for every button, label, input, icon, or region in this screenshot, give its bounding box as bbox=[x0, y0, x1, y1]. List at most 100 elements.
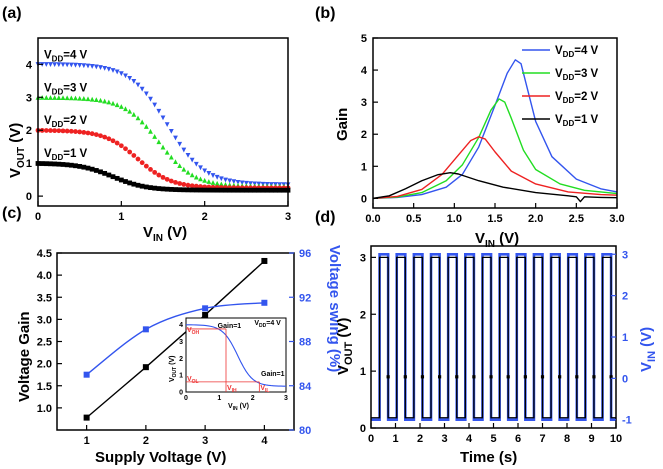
panel-a-point bbox=[239, 180, 245, 186]
panel-a-point bbox=[64, 128, 70, 134]
panel-d-ytick-label: 3 bbox=[360, 252, 366, 264]
panel-d-vin-wave bbox=[371, 252, 616, 422]
panel-a-point bbox=[152, 169, 158, 175]
panel-d-yrtick-label: 1 bbox=[622, 332, 628, 344]
panel-a-point bbox=[73, 95, 78, 101]
panel-a-point bbox=[231, 179, 237, 185]
panel-b-ytick-label: 5 bbox=[361, 33, 367, 45]
panel-d-yticks-left: 0 1 2 3 bbox=[360, 252, 366, 435]
panel-a-point bbox=[114, 69, 120, 75]
panel-c-ytick-label: 3.0 bbox=[37, 314, 52, 326]
panel-c-inset-xtick: 3 bbox=[284, 395, 288, 402]
panel-c-xtick-label: 2 bbox=[143, 435, 149, 447]
panel-a-point bbox=[127, 76, 133, 81]
panel-a-xticks: 0 1 2 3 bbox=[35, 211, 291, 223]
panel-a-point bbox=[139, 119, 145, 125]
panel-a-point bbox=[148, 128, 153, 134]
panel-a-point bbox=[181, 182, 187, 187]
panel-a-point bbox=[64, 95, 70, 101]
panel-a-point bbox=[143, 163, 149, 169]
panel-a-point bbox=[248, 187, 253, 193]
panel-a-point bbox=[160, 186, 166, 192]
panel-d-vout-marker bbox=[403, 375, 407, 379]
panel-d-xticks: 0 1 2 3 4 5 6 7 8 9 10 bbox=[368, 433, 622, 445]
panel-a-point bbox=[223, 177, 228, 183]
panel-a-point bbox=[118, 143, 124, 149]
panel-a-point bbox=[68, 95, 74, 101]
panel-a-point bbox=[114, 175, 120, 181]
panel-c-xlabel: Supply Voltage (V) bbox=[95, 449, 226, 466]
panel-d-xlabel: Time (s) bbox=[460, 449, 517, 466]
panel-a-point bbox=[81, 63, 87, 69]
panel-a-point bbox=[73, 129, 78, 134]
panel-d-vout-wave bbox=[371, 256, 616, 419]
panel-a-point bbox=[93, 64, 99, 70]
panel-d-yrtick-label: 0 bbox=[622, 373, 628, 385]
panel-a-ytick-label: 3 bbox=[26, 92, 32, 104]
panel-a-point bbox=[202, 177, 208, 183]
panel-c-ytick-label: 1.0 bbox=[37, 403, 52, 415]
panel-a-xtick-label: 0 bbox=[35, 211, 41, 223]
panel-c-swing-point bbox=[142, 326, 149, 333]
panel-a-point bbox=[235, 187, 241, 193]
panel-a-point bbox=[77, 163, 83, 169]
panel-a-point bbox=[164, 176, 170, 182]
panel-a-series-label: VDD=1 V bbox=[44, 148, 88, 162]
panel-b-ytick-label: 0 bbox=[361, 193, 367, 205]
panel-a-point bbox=[64, 62, 70, 68]
panel-a-point bbox=[189, 157, 195, 163]
panel-a-point bbox=[177, 187, 183, 193]
panel-a-point bbox=[223, 187, 228, 193]
panel-a-point bbox=[185, 152, 191, 158]
panel-d-vout-marker bbox=[455, 375, 459, 379]
panel-a-point bbox=[77, 63, 83, 68]
panel-a-point bbox=[98, 65, 103, 70]
panel-a-series-label: VDD=4 V bbox=[44, 49, 88, 63]
panel-d-xtick-label: 7 bbox=[539, 433, 545, 445]
panel-b-series-line bbox=[372, 98, 618, 200]
panel-a-point bbox=[56, 128, 62, 134]
panel-c-inset: 0 1 2 3 0 1 2 3 4 Gain=1 Gain=1 VDD=4 V VOH VOL VIH VIL… bbox=[169, 317, 288, 412]
panel-a-point bbox=[106, 172, 112, 178]
panel-d-vout-marker bbox=[506, 375, 510, 379]
panel-a-point bbox=[185, 187, 191, 193]
panel-a-point bbox=[189, 187, 195, 193]
panel-a-point bbox=[131, 111, 137, 117]
panel-c-xtick-label: 1 bbox=[84, 435, 90, 447]
panel-a-point bbox=[139, 160, 145, 166]
panel-c-inset-xtick: 0 bbox=[184, 395, 188, 402]
panel-a-point bbox=[148, 166, 153, 172]
panel-d-yrtick-label: 3 bbox=[622, 249, 628, 261]
panel-a-series-label: VDD=2 V bbox=[44, 115, 88, 129]
panel-a-point bbox=[56, 62, 62, 68]
panel-c-ytick-label: 2.5 bbox=[37, 337, 52, 349]
panel-a-point bbox=[193, 161, 199, 167]
panel-a-point bbox=[85, 63, 91, 69]
panel-d-vout-marker bbox=[540, 375, 545, 379]
panel-a-point bbox=[177, 181, 183, 186]
panel-c-yticks-left: 1.0 1.5 2.0 2.5 3.0 3.5 4.0 4.5 bbox=[37, 248, 52, 415]
panel-a-point bbox=[52, 161, 58, 167]
panel-a-point bbox=[127, 108, 133, 114]
panel-a-point bbox=[56, 161, 62, 167]
panel-c-xtick-label: 3 bbox=[202, 435, 208, 447]
panel-d-vout-marker bbox=[438, 375, 442, 379]
panel-b-xtick-label: 1.0 bbox=[447, 213, 462, 225]
panel-a-point bbox=[156, 108, 162, 114]
panel-a-point bbox=[89, 64, 95, 69]
panel-d-ticks bbox=[370, 253, 617, 429]
panel-a-point bbox=[118, 104, 124, 109]
panel-d-ytick-label: 2 bbox=[360, 309, 366, 321]
panel-d-vout-marker bbox=[575, 375, 579, 379]
panel-b-yticks: 0 1 2 3 4 5 bbox=[361, 33, 368, 205]
panel-b: (b) 0 1 2 3 4 5 0.0 0.5 1.0 1.5 2.0 2.5 3.0 VIN (V)… bbox=[315, 5, 625, 250]
panel-a-point bbox=[148, 96, 153, 102]
panel-c-ticks bbox=[57, 252, 294, 431]
panel-a-point bbox=[131, 79, 137, 84]
panel-a-point bbox=[81, 129, 87, 135]
panel-a-point bbox=[48, 95, 53, 100]
panel-a-point bbox=[193, 183, 199, 189]
panel-c-ytick-label: 2.0 bbox=[37, 359, 52, 371]
panel-a-point bbox=[102, 170, 108, 176]
